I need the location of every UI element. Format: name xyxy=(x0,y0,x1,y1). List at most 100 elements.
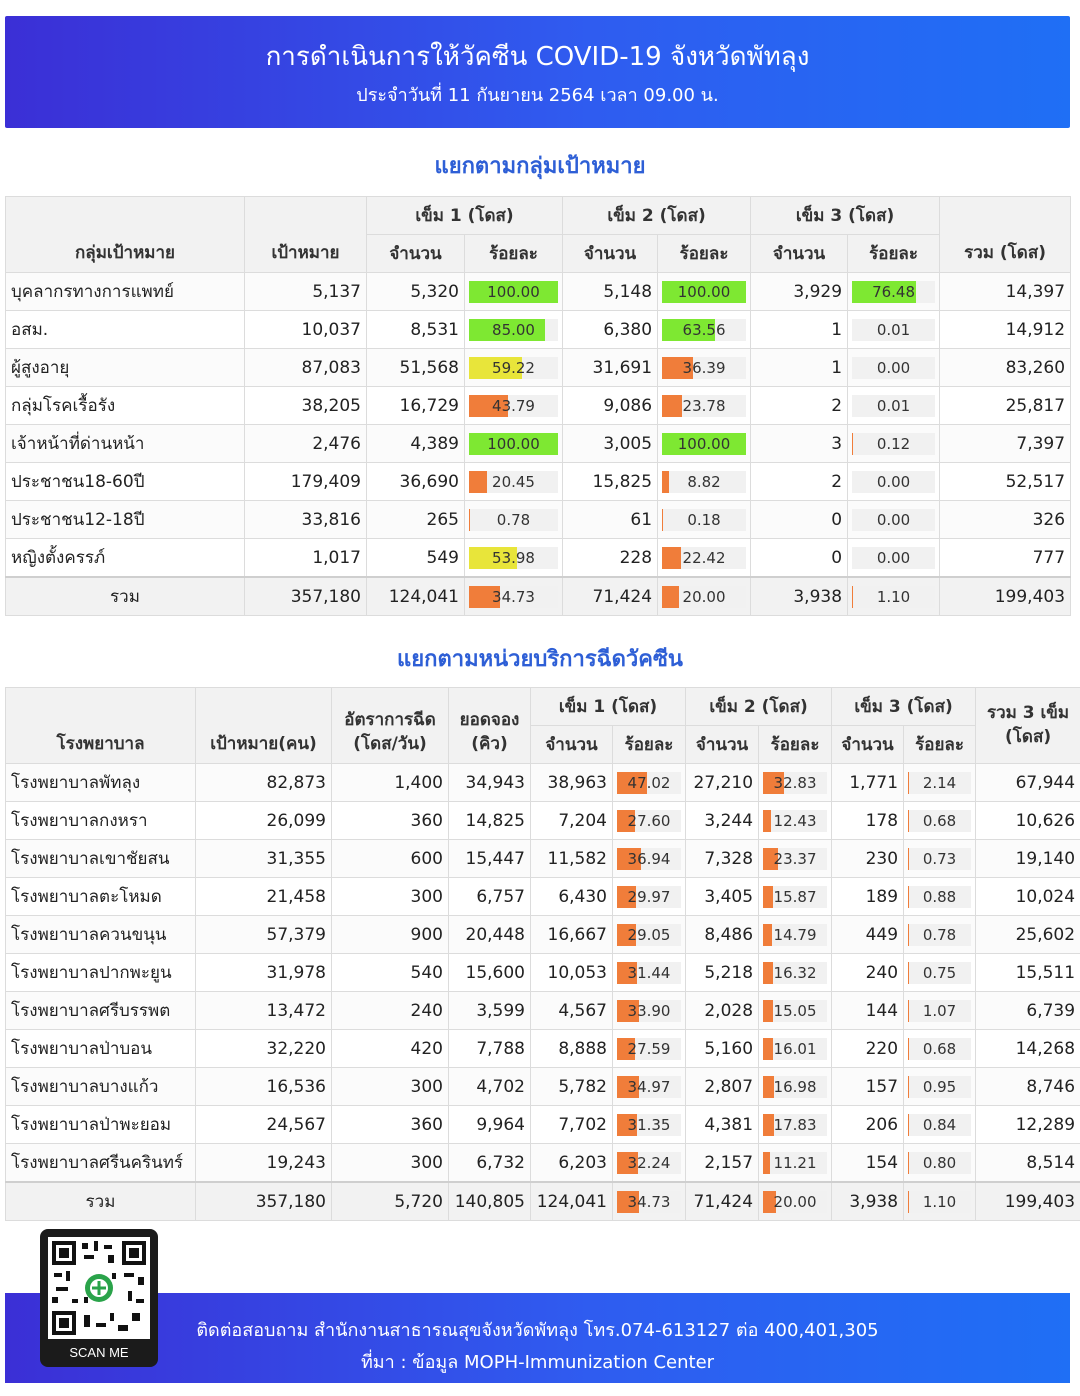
dose1-percent-bar: 100.00 xyxy=(469,280,559,303)
dose1-percent-cell: 33.90 xyxy=(611,991,687,1030)
dose3-percent-bar-fill xyxy=(908,885,909,908)
dose3-percent-bar: 0.84 xyxy=(908,1113,972,1136)
dose1-count: 38,963 xyxy=(530,763,613,802)
dose3-percent-value: 0.00 xyxy=(876,358,911,377)
dose3-percent-value: 0.80 xyxy=(922,1153,957,1172)
dose1-count: 16,729 xyxy=(366,386,465,425)
total-row: รวม 357,180 124,041 34.73 71,424 20.00 3,938 1.… xyxy=(5,576,1072,616)
dose3-count: 178 xyxy=(831,801,905,840)
dose1-percent-cell: 32.24 xyxy=(611,1143,687,1183)
total-doses: 326 xyxy=(939,500,1072,539)
dose1-percent-cell: 34.97 xyxy=(611,1067,687,1106)
col-rate-line1: อัตราการฉีด xyxy=(344,710,436,731)
target-people: 19,243 xyxy=(195,1143,332,1183)
injection-rate: 300 xyxy=(331,877,449,916)
col-group: กลุ่มเป้าหมาย xyxy=(5,196,245,273)
target-group-table: กลุ่มเป้าหมาย เป้าหมาย เข็ม 1 (โดส) เข็ม… xyxy=(5,196,1072,616)
dose1-percent-cell: 0.78 xyxy=(463,500,564,539)
target-value: 87,083 xyxy=(244,348,367,387)
dose3-percent-cell: 0.01 xyxy=(847,310,941,349)
dose3-percent-cell: 0.75 xyxy=(903,953,977,992)
injection-rate: 240 xyxy=(331,991,449,1030)
dose3-percent-bar: 0.00 xyxy=(852,356,936,379)
col-hospital: โรงพยาบาล xyxy=(5,687,196,764)
col-booking-line1: ยอดจอง xyxy=(459,710,520,731)
booking-count: 14,825 xyxy=(448,801,531,840)
dose1-percent-value: 27.60 xyxy=(627,811,671,830)
dose3-percent-value: 2.14 xyxy=(922,773,957,792)
dose3-percent-bar: 0.01 xyxy=(852,318,936,341)
dose1-percent-value: 29.97 xyxy=(627,887,671,906)
report-title: การดำเนินการให้วัคซีน COVID-19 จังหวัดพั… xyxy=(265,42,810,72)
col-target: เป้าหมาย xyxy=(244,196,367,273)
target-people: 82,873 xyxy=(195,763,332,802)
dose3-percent-cell: 0.73 xyxy=(903,839,977,878)
col-h-total-line1: รวม 3 เข็ม xyxy=(986,702,1070,723)
col-h-dose3: เข็ม 3 (โดส) xyxy=(831,687,977,726)
dose2-percent-bar: 23.37 xyxy=(763,847,828,870)
injection-rate: 300 xyxy=(331,1067,449,1106)
total-doses: 14,912 xyxy=(939,310,1072,349)
dose2-count: 2,028 xyxy=(685,991,760,1030)
target-people: 357,180 xyxy=(195,1181,332,1221)
dose2-percent-cell: 15.05 xyxy=(758,991,833,1030)
target-people: 31,978 xyxy=(195,953,332,992)
dose3-count: 1 xyxy=(750,348,849,387)
injection-rate: 5,720 xyxy=(331,1181,449,1221)
dose3-percent-bar: 0.00 xyxy=(852,508,936,531)
dose3-percent-bar-fill xyxy=(908,1151,909,1174)
hospital-name: โรงพยาบาลป่าบอน xyxy=(5,1029,196,1068)
qr-caption: SCAN ME xyxy=(69,1345,129,1360)
total-doses: 15,511 xyxy=(975,953,1080,992)
dose2-count: 71,424 xyxy=(685,1181,760,1221)
dose1-percent-value: 43.79 xyxy=(492,396,535,415)
target-people: 31,355 xyxy=(195,839,332,878)
dose2-percent-cell: 15.87 xyxy=(758,877,833,916)
dose1-percent-bar: 29.97 xyxy=(617,885,682,908)
col-h-total-line2: (โดส) xyxy=(1005,726,1052,747)
target-value: 38,205 xyxy=(244,386,367,425)
dose1-percent-cell: 100.00 xyxy=(463,424,564,463)
dose2-count: 228 xyxy=(562,538,659,578)
injection-rate: 540 xyxy=(331,953,449,992)
dose2-percent-cell: 63.56 xyxy=(657,310,752,349)
dose3-percent-cell: 0.68 xyxy=(903,1029,977,1068)
total-doses: 14,268 xyxy=(975,1029,1080,1068)
dose2-percent-value: 22.42 xyxy=(682,548,726,567)
target-value: 357,180 xyxy=(244,576,367,616)
dose3-percent-bar: 0.00 xyxy=(852,546,936,569)
dose1-count: 11,582 xyxy=(530,839,613,878)
dose3-count: 0 xyxy=(750,538,849,578)
dose2-percent-cell: 22.42 xyxy=(657,538,752,578)
dose2-percent-bar: 12.43 xyxy=(763,809,828,832)
dose3-percent-value: 1.10 xyxy=(876,587,911,606)
dose2-percent-value: 23.78 xyxy=(682,396,726,415)
dose1-percent-cell: 20.45 xyxy=(463,462,564,501)
qr-code-card[interactable]: SCAN ME xyxy=(40,1229,158,1367)
table-row: อสม. 10,037 8,531 85.00 6,380 63.56 1 0.01 14,91… xyxy=(5,310,1072,349)
qr-code-icon xyxy=(48,1237,150,1339)
group-name: อสม. xyxy=(5,310,245,349)
total-doses: 25,602 xyxy=(975,915,1080,954)
total-doses: 8,746 xyxy=(975,1067,1080,1106)
dose2-percent-bar-fill xyxy=(662,432,747,455)
dose1-percent-cell: 27.59 xyxy=(611,1029,687,1068)
dose1-count: 4,567 xyxy=(530,991,613,1030)
dose3-count: 220 xyxy=(831,1029,905,1068)
dose2-percent-cell: 16.98 xyxy=(758,1067,833,1106)
dose3-percent-cell: 1.10 xyxy=(847,576,941,616)
dose1-percent-bar-fill xyxy=(617,1190,640,1213)
dose1-percent-bar-fill xyxy=(617,1151,638,1174)
injection-rate: 300 xyxy=(331,1143,449,1183)
col-h-dose3-count: จำนวน xyxy=(831,725,905,764)
dose1-percent-cell: 29.05 xyxy=(611,915,687,954)
col-dose2-count: จำนวน xyxy=(562,234,659,273)
dose1-count: 124,041 xyxy=(530,1181,613,1221)
dose1-percent-bar-fill xyxy=(469,585,500,608)
col-dose3-count: จำนวน xyxy=(750,234,849,273)
dose2-percent-value: 8.82 xyxy=(687,472,721,491)
table-row: โรงพยาบาลบางแก้ว 16,536 300 4,702 5,782 34.97… xyxy=(5,1067,1080,1106)
hospital-name: โรงพยาบาลศรีบรรพต xyxy=(5,991,196,1030)
dose2-percent-value: 16.32 xyxy=(773,963,817,982)
dose3-percent-bar-fill xyxy=(852,280,916,303)
